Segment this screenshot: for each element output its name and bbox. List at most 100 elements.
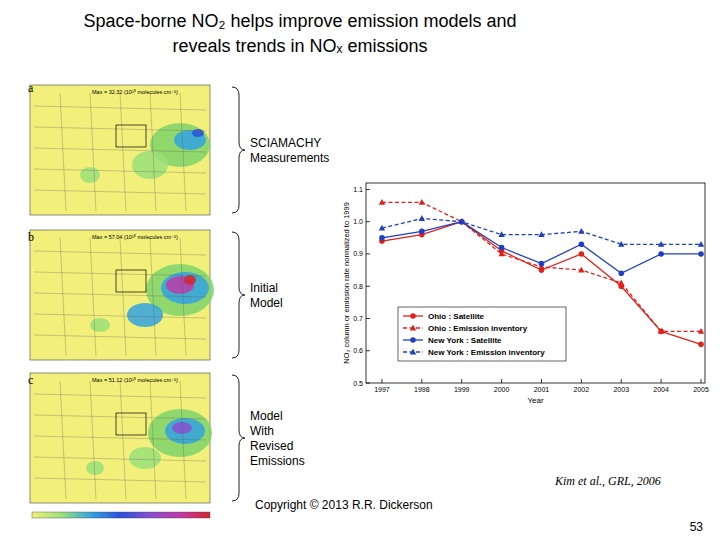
y-tick	[366, 286, 370, 287]
marker-circle	[539, 261, 545, 267]
y-tick	[366, 350, 370, 351]
map-panel: Max = 57.04 (10¹⁵ molecules cm⁻²)	[30, 230, 214, 360]
panel-label: Revised	[250, 439, 293, 453]
map-region-box	[116, 413, 146, 435]
map-boundary	[34, 106, 206, 110]
marker-triangle	[498, 231, 504, 237]
brace	[232, 87, 245, 213]
marker-triangle	[379, 225, 385, 231]
marker-circle	[579, 251, 585, 257]
map-boundary	[34, 293, 206, 297]
x-tick-label: 2001	[534, 386, 550, 393]
map-panel: Max = 51.12 (10¹⁵ molecules cm⁻²)	[30, 373, 212, 503]
brace	[232, 375, 245, 501]
map-boundary	[120, 93, 126, 211]
y-tick-label: 1.1	[353, 186, 363, 193]
map-region-box	[116, 125, 146, 147]
colorbar	[32, 512, 210, 518]
map-boundary	[34, 415, 206, 419]
series-line	[382, 218, 701, 244]
marker-triangle	[538, 231, 544, 237]
slide-body: {"slide": { "title": ["Space-borne NO₂ h…	[0, 0, 720, 540]
y-tick	[366, 318, 370, 319]
x-tick-label: 1999	[454, 386, 470, 393]
marker-circle	[379, 235, 385, 241]
x-tick	[581, 379, 582, 383]
map-boundary	[60, 93, 66, 211]
map-boundary	[120, 381, 126, 499]
map-boundary	[34, 251, 206, 255]
map-blob	[127, 303, 163, 327]
panel-letter: b	[28, 230, 34, 244]
y-tick	[366, 253, 370, 254]
panel-letter: c	[28, 373, 33, 387]
y-tick-label: 0.8	[353, 283, 363, 290]
marker-circle	[419, 229, 425, 235]
map-boundary	[34, 190, 206, 194]
legend-marker	[410, 325, 416, 331]
map-boundary	[90, 93, 96, 211]
panel-label: Initial	[250, 281, 278, 295]
panel-label: Model	[250, 296, 283, 310]
marker-circle	[579, 241, 585, 247]
marker-triangle	[658, 241, 664, 247]
panel-label: Model	[250, 409, 283, 423]
marker-circle	[698, 341, 704, 347]
slide-title: Space-borne NO₂ helps improve emission m…	[83, 11, 516, 31]
y-tick-label: 0.9	[353, 250, 363, 257]
map-boundary	[34, 478, 206, 482]
marker-triangle	[379, 199, 385, 205]
marker-triangle	[459, 218, 465, 224]
map-max-text: Max = 51.12 (10¹⁵ molecules cm⁻²)	[92, 377, 178, 383]
marker-triangle	[658, 328, 664, 334]
page-number: 53	[690, 520, 704, 534]
map-boundary	[34, 436, 206, 440]
map-panel: Max = 32.32 (10¹⁵ molecules cm⁻²)	[30, 85, 210, 215]
x-tick	[701, 379, 702, 383]
plot-frame	[366, 183, 705, 383]
panel-letter: a	[28, 81, 34, 95]
x-tick	[541, 379, 542, 383]
panel-label: With	[250, 424, 274, 438]
map-max-text: Max = 57.04 (10¹⁵ molecules cm⁻²)	[92, 234, 178, 240]
map-boundary	[34, 314, 206, 318]
map-boundary	[90, 381, 96, 499]
map-blob	[90, 318, 110, 332]
marker-triangle	[419, 199, 425, 205]
x-tick	[501, 379, 502, 383]
x-tick-label: 1998	[414, 386, 430, 393]
x-tick	[461, 379, 462, 383]
map-blob	[132, 151, 168, 179]
marker-circle	[499, 245, 505, 251]
map-region-box	[116, 270, 146, 292]
map-blob	[80, 167, 100, 183]
y-tick-label: 1.0	[353, 218, 363, 225]
x-tick-label: 1997	[374, 386, 390, 393]
y-axis-label: NO₂ column or emission rate normalized t…	[342, 202, 351, 364]
map-blob	[165, 418, 205, 444]
map-boundary	[34, 394, 206, 398]
series-line	[382, 222, 701, 274]
x-tick-label: 2004	[653, 386, 669, 393]
y-tick-label: 0.5	[353, 380, 363, 387]
copyright: Copyright © 2013 R.R. Dickerson	[255, 498, 433, 512]
map-boundary	[34, 148, 206, 152]
marker-triangle	[698, 241, 704, 247]
marker-triangle	[578, 267, 584, 273]
x-tick-label: 2000	[494, 386, 510, 393]
map-blob	[86, 461, 104, 475]
panel-label: SCIAMACHY	[250, 136, 321, 150]
legend-box	[398, 307, 566, 361]
brace	[232, 232, 245, 358]
legend-marker	[410, 313, 416, 319]
x-tick	[381, 379, 382, 383]
marker-triangle	[578, 228, 584, 234]
legend: Ohio : SatelliteOhio : Emission inventor…	[398, 307, 566, 361]
map-boundary	[60, 238, 66, 356]
map-boundary	[120, 238, 126, 356]
map-blob	[174, 130, 206, 150]
citation: Kim et al., GRL, 2006	[554, 474, 661, 488]
legend-label: New York : Emission inventory	[428, 348, 545, 357]
slide-title: reveals trends in NOₓ emissions	[173, 36, 428, 56]
marker-triangle	[419, 215, 425, 221]
